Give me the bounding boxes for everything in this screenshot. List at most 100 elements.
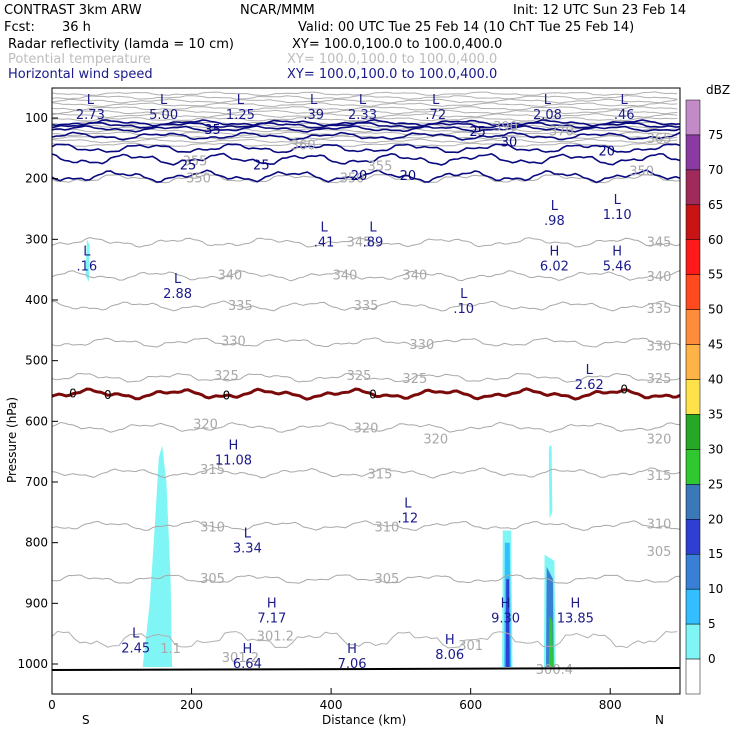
theta-contour [51,574,681,584]
theta-label: 335 [228,299,253,314]
wind-speed-contours [51,118,681,184]
extremum-type: H [267,596,277,611]
colorbar-level: 70 [708,163,723,177]
extremum-marker: L.46 [614,93,635,123]
extremum-type: H [612,245,622,260]
wind-contour [51,131,681,141]
extremum-value: 2.62 [575,378,604,393]
wind-label: 20 [598,144,615,159]
extremum-marker: H6.02 [540,245,569,275]
extremum-marker: L.12 [398,496,419,526]
wind-contour [51,169,681,184]
extremum-marker: L.89 [363,220,384,250]
extremum-value: 1.25 [226,108,255,123]
wind-contour [51,124,681,133]
extremum-value: .39 [303,108,324,123]
extremum-marker: L1.25 [226,93,255,123]
extremum-value: .72 [425,108,446,123]
wind-label: 20 [351,169,368,184]
colorbar-swatch [685,204,701,241]
theta-label: 315 [368,468,393,483]
theta-contour [51,421,681,433]
colorbar-level: 45 [708,338,723,352]
theta-contour-upper [51,98,678,104]
theta-label: 310 [200,521,225,536]
theta-label: 315 [200,463,225,478]
valid-time: Valid: 00 UTC Tue 25 Feb 14 (10 ChT Tue … [298,20,634,35]
extremum-marker: L2.08 [533,93,562,123]
extremum-value: 5.46 [603,260,632,275]
theta-label: 320 [647,433,672,448]
x-end-left: S [82,713,90,727]
theta-label: 390 [493,120,518,135]
colorbar-swatch [685,449,701,485]
theta-label: 301 [458,639,483,654]
extremum-type: L [237,93,245,108]
theta-label: 325 [402,372,427,387]
extremum-marker: L5.00 [149,93,178,123]
colorbar-unit: dBZ [706,83,730,97]
extremum-marker: L2.62 [575,363,604,393]
theta-label: 365 [647,132,672,147]
colorbar-level: 50 [708,303,723,317]
colorbar-swatch [685,658,701,695]
y-tick-label: 300 [25,232,48,246]
extrema-labels-layer: L2.73L5.00L1.25L.39L2.33L.72L2.08L.46L.9… [76,93,635,672]
extremum-type: L [87,93,95,108]
colorbar: dBZ 0 5 10 15 20 25 30 35 40 45 50 55 60 65 70 75 [685,83,730,695]
field-3-name: Horizontal wind speed [8,67,153,82]
theta-label: 301.2 [222,651,259,666]
colorbar-level: 65 [708,198,723,212]
theta-label: 350 [186,172,211,187]
extremum-type: L [160,93,168,108]
wind-label: 35 [204,123,221,138]
theta-label: 310 [647,517,672,532]
colorbar-level: 25 [708,477,723,491]
colorbar-level: 75 [708,128,723,142]
extremum-type: L [244,527,252,542]
theta-label: 335 [354,299,379,314]
extremum-value: 5.00 [149,108,178,123]
theta-label: 360 [291,138,316,153]
theta-label: 350 [340,172,365,187]
colorbar-level: 30 [708,442,723,456]
extremum-type: L [310,93,318,108]
theta-label: 315 [647,469,672,484]
x-end-right: N [655,713,664,727]
zero-contour-label: 0 [223,388,231,402]
extremum-value: 2.08 [533,108,562,123]
y-tick-label: 400 [25,293,48,307]
extremum-marker: L.98 [544,199,565,229]
extremum-type: H [445,633,455,648]
y-tick-label: 800 [25,536,48,550]
theta-label: 330 [647,340,672,355]
theta-label: 1.1 [160,642,181,657]
theta-label: 345 [347,235,372,250]
colorbar-level: 10 [708,582,723,596]
extremum-type: L [174,272,182,287]
extremum-type: L [432,93,440,108]
extremum-value: 11.08 [215,454,252,469]
theta-contour [51,520,681,532]
extremum-type: L [404,496,412,511]
wind-label: 30 [501,135,518,150]
extremum-type: L [551,199,559,214]
theta-contour-surface [51,630,678,649]
extremum-marker: L1.10 [603,193,632,223]
theta-label: 305 [200,572,225,587]
extremum-value: .12 [398,511,419,526]
colorbar-swatch [685,309,701,345]
extremum-value: 1.10 [603,208,632,223]
org-label: NCAR/MMM [240,3,315,18]
wind-label: 20 [400,169,417,184]
extremum-type: H [501,596,511,611]
extremum-value: .41 [314,235,335,250]
colorbar-swatch [685,169,701,206]
theta-label: 325 [347,369,372,384]
theta-label: 345 [647,235,672,250]
extremum-type: L [369,220,377,235]
extremum-value: 2.33 [348,108,377,123]
init-time: Init: 12 UTC Sun 23 Feb 14 [513,3,686,18]
field-3-xy: XY= 100.0,100.0 to 100.0,400.0 [287,67,497,82]
y-tick-label: 200 [25,172,48,186]
